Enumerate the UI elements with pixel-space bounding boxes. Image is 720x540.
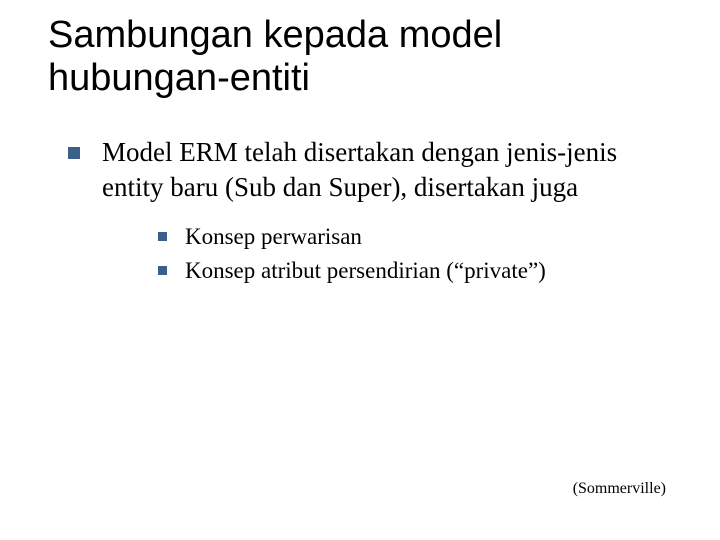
slide: Sambungan kepada model hubungan-entiti M…	[0, 0, 720, 540]
slide-title: Sambungan kepada model hubungan-entiti	[48, 14, 680, 99]
square-bullet-icon	[158, 232, 167, 241]
bullet-level2-text: Konsep atribut persendirian (“private”)	[185, 256, 546, 286]
square-bullet-icon	[68, 147, 80, 159]
bullet-level2: Konsep atribut persendirian (“private”)	[158, 256, 680, 286]
citation-text: (Sommerville)	[573, 480, 666, 498]
bullet-level1-text: Model ERM telah disertakan dengan jenis-…	[102, 135, 668, 204]
square-bullet-icon	[158, 266, 167, 275]
bullet-level1: Model ERM telah disertakan dengan jenis-…	[68, 135, 668, 204]
bullet-level2-text: Konsep perwarisan	[185, 222, 362, 252]
bullet-level2: Konsep perwarisan	[158, 222, 680, 252]
bullet-level2-group: Konsep perwarisan Konsep atribut persend…	[158, 222, 680, 286]
